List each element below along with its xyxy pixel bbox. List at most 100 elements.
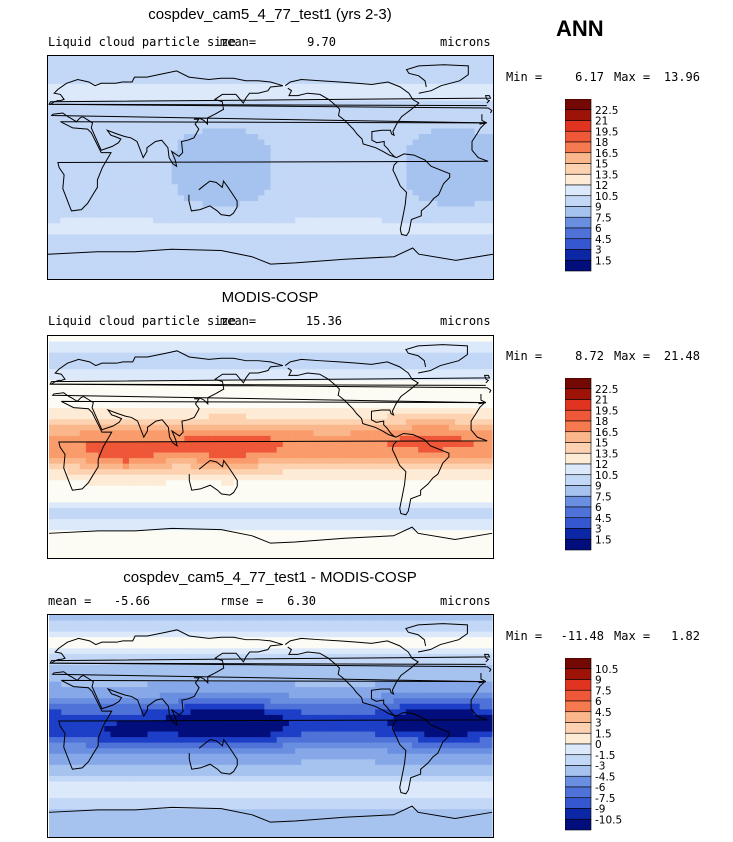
colorbar-swatch [564, 786, 592, 799]
colorbar-tick-label: 10.5 [595, 470, 618, 482]
mean-label: mean= [220, 35, 257, 49]
colorbar-swatch [564, 227, 592, 240]
colorbar-swatch [564, 700, 592, 713]
coastline [49, 374, 491, 386]
coastline [391, 432, 450, 516]
colorbar-swatch [564, 818, 592, 831]
colorbar-swatch [564, 732, 592, 745]
coastline-layer [48, 64, 493, 265]
panel-title: cospdev_cam5_4_77_test1 - MODIS-COSP [123, 569, 417, 586]
colorbar-swatch [564, 506, 592, 519]
colorbar-swatch [564, 743, 592, 756]
colorbar-tick-label: 3 [595, 245, 602, 257]
coastline [405, 64, 469, 94]
max-value: 1.82 [671, 629, 700, 643]
colorbar-model: 22.5 21 19.5 18 16.5 15 13.5 12 10.5 9 7.5 6 4.5 3 1.5 [564, 98, 685, 278]
max-label: Max = [614, 629, 651, 643]
colorbar-swatch [564, 474, 592, 486]
map-model [47, 55, 494, 280]
colorbar-tick-label: 1.5 [595, 534, 612, 546]
colorbar-swatch [564, 431, 592, 443]
variable-label: Liquid cloud particle size [48, 35, 236, 49]
coastline [48, 70, 493, 168]
colorbar-tick-label: 4.5 [595, 234, 612, 246]
colorbar-tick-label: -1.5 [595, 750, 616, 762]
colorbar-tick-label: -4.5 [595, 771, 616, 783]
coastline [284, 358, 419, 438]
colorbar-swatch [564, 130, 592, 143]
coastline [48, 526, 493, 544]
coastline [49, 653, 491, 665]
colorbar-tick-label: 1.5 [595, 728, 612, 740]
min-value: 8.72 [575, 349, 604, 363]
coastline [392, 153, 451, 237]
colorbar-tick-label: 3 [595, 718, 602, 730]
colorbar-swatch [564, 249, 592, 261]
colorbar-swatch [564, 259, 592, 272]
colorbar-swatch [564, 495, 592, 508]
colorbar-tick-label: 22.5 [595, 384, 618, 396]
field-layer [48, 615, 493, 837]
season-label: ANN [556, 16, 604, 41]
units-label: microns [440, 35, 491, 49]
coastline-layer [48, 344, 493, 544]
colorbar-swatch [564, 657, 592, 670]
coastline [405, 623, 468, 653]
map-diff [47, 614, 494, 838]
colorbar-tick-label: 9 [595, 675, 602, 687]
colorbar-swatch [564, 238, 592, 250]
colorbar-tick-label: 6 [595, 223, 602, 235]
field-layer [48, 56, 493, 279]
units-label: microns [440, 314, 491, 328]
colorbar-tick-label: 13.5 [595, 169, 618, 181]
max-label: Max = [614, 349, 651, 363]
max-label: Max = [614, 70, 651, 84]
colorbar-swatch [564, 163, 592, 175]
colorbar-swatch [564, 679, 592, 691]
colorbar-tick-label: -7.5 [595, 793, 616, 805]
panel-title: MODIS-COSP [221, 289, 319, 306]
panel-title: cospdev_cam5_4_77_test1 (yrs 2-3) [148, 6, 392, 23]
colorbar-tick-label: -6 [595, 782, 606, 794]
min-value: -11.48 [560, 629, 604, 643]
variable-label: Liquid cloud particle size [48, 314, 236, 328]
coastline [188, 179, 238, 217]
colorbar-swatch [564, 409, 592, 422]
colorbar-swatch [564, 765, 592, 777]
min-label: Min = [506, 349, 543, 363]
colorbar-tick-label: 18 [595, 137, 608, 149]
coastline [48, 247, 493, 265]
colorbar-tick-label: 16.5 [595, 148, 618, 160]
coastline [48, 95, 492, 107]
coastline [57, 121, 489, 212]
colorbar-tick-label: 16.5 [595, 427, 618, 439]
field-layer [48, 336, 493, 558]
colorbar-tick-label: 6 [595, 696, 602, 708]
coastline-layer [48, 623, 493, 823]
max-value: 21.48 [663, 349, 700, 363]
colorbar-tick-label: -3 [595, 761, 605, 773]
colorbar-swatch [564, 689, 592, 702]
colorbar-tick-label: 10.5 [595, 664, 618, 676]
colorbar-tick-label: 12 [595, 180, 608, 192]
mean-value: 15.36 [305, 314, 342, 328]
colorbar-swatch [564, 173, 592, 186]
coastline [49, 629, 492, 726]
colorbar-swatch [564, 184, 592, 197]
colorbar-swatch [564, 399, 592, 411]
colorbar-swatch [564, 388, 592, 400]
colorbar-tick-label: 22.5 [595, 105, 618, 117]
colorbar-tick-label: 9 [595, 481, 602, 493]
colorbar-swatch [564, 517, 592, 529]
rmse-value: 6.30 [287, 594, 316, 608]
max-value: 13.96 [663, 70, 700, 84]
colorbar-tick-label: 3 [595, 524, 602, 536]
colorbar-swatch [564, 377, 592, 390]
colorbar-tick-label: 19.5 [595, 405, 618, 417]
colorbar-tick-label: 15 [595, 159, 608, 171]
coastline [58, 400, 488, 491]
colorbar-tick-label: 10.5 [595, 191, 618, 203]
mean-label: mean = [48, 594, 92, 608]
colorbar-tick-label: 15 [595, 438, 608, 450]
colorbar-swatch [564, 754, 592, 766]
